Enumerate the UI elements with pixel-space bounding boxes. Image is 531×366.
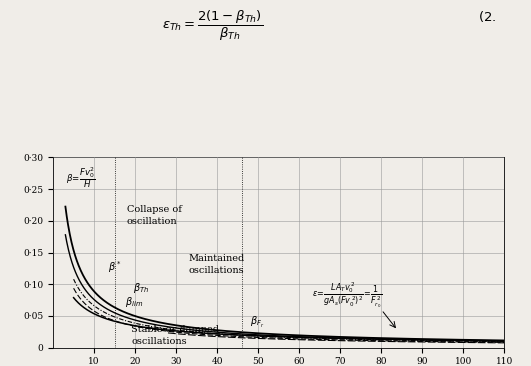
Text: $\beta_{F_r}$: $\beta_{F_r}$ xyxy=(250,315,264,330)
Text: $\beta\!=\!\dfrac{Fv_0^{2}}{H}$: $\beta\!=\!\dfrac{Fv_0^{2}}{H}$ xyxy=(66,166,96,190)
Text: $(2.$: $(2.$ xyxy=(478,9,496,24)
Text: $\beta_{Th}$: $\beta_{Th}$ xyxy=(133,281,149,295)
Text: Collapse of
oscillation: Collapse of oscillation xyxy=(127,205,182,226)
Text: Maintained
oscillations: Maintained oscillations xyxy=(189,254,245,274)
Text: $\beta_{lim}$: $\beta_{lim}$ xyxy=(125,295,143,309)
Text: $\varepsilon_{Th}=\dfrac{2(1-\beta_{Th})}{\beta_{Th}}$: $\varepsilon_{Th}=\dfrac{2(1-\beta_{Th})… xyxy=(162,9,263,43)
Text: $\beta^*$: $\beta^*$ xyxy=(108,259,122,275)
Text: Stable or damped
oscillations: Stable or damped oscillations xyxy=(131,325,219,346)
Text: $\varepsilon\!=\!\dfrac{LA_T v_0^{\,2}}{gA_s(Fv_0^{\,2})^2}\!=\!\dfrac{1}{F_{r_0: $\varepsilon\!=\!\dfrac{LA_T v_0^{\,2}}{… xyxy=(312,280,382,310)
